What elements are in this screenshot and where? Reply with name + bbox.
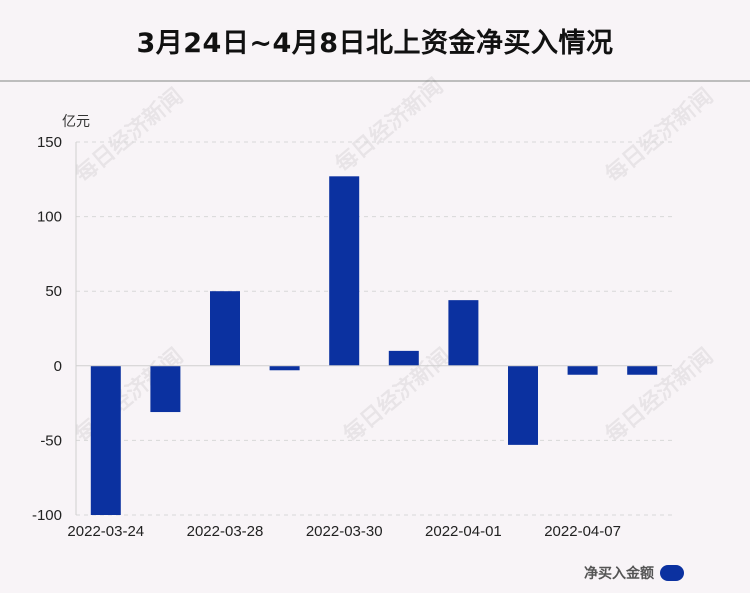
y-axis-label: 亿元 <box>62 114 90 130</box>
bar-2022-04-01 <box>448 300 479 366</box>
x-tick-label: 2022-04-07 <box>544 523 621 540</box>
legend: 净买入金额 <box>584 563 684 583</box>
title-divider <box>0 80 750 82</box>
bar-2022-03-31 <box>388 350 419 366</box>
y-tick-label: 50 <box>45 283 62 300</box>
bar-2022-04-08 <box>627 365 658 375</box>
bar-2022-03-28 <box>210 291 240 366</box>
grid <box>76 141 672 516</box>
chart-title: 3月24日~4月8日北上资金净买入情况 <box>136 27 614 59</box>
y-tick-label: 100 <box>37 209 62 226</box>
x-tick-label: 2022-03-24 <box>67 523 144 540</box>
bar-2022-04-07 <box>567 365 598 375</box>
bar-2022-03-30 <box>329 176 360 366</box>
bar-2022-03-24 <box>90 365 121 515</box>
x-tick-label: 2022-04-01 <box>425 523 502 540</box>
legend-swatch <box>660 565 684 581</box>
y-tick-label: 0 <box>54 358 62 375</box>
legend-label: 净买入金额 <box>584 566 654 582</box>
y-tick-label: -100 <box>32 507 62 524</box>
x-tick-label: 2022-03-30 <box>306 523 383 540</box>
x-tick-label: 2022-03-28 <box>187 523 264 540</box>
bars <box>90 176 658 515</box>
bar-2022-03-25 <box>150 365 181 413</box>
bar-2022-03-29 <box>269 365 300 371</box>
y-tick-label: 150 <box>37 134 62 151</box>
bar-2022-04-06 <box>508 365 538 445</box>
axes: 150 100 50 0 -50 -100 2022-03-24 2022-03-28 2022… <box>32 134 672 540</box>
y-tick-label: -50 <box>40 432 62 449</box>
